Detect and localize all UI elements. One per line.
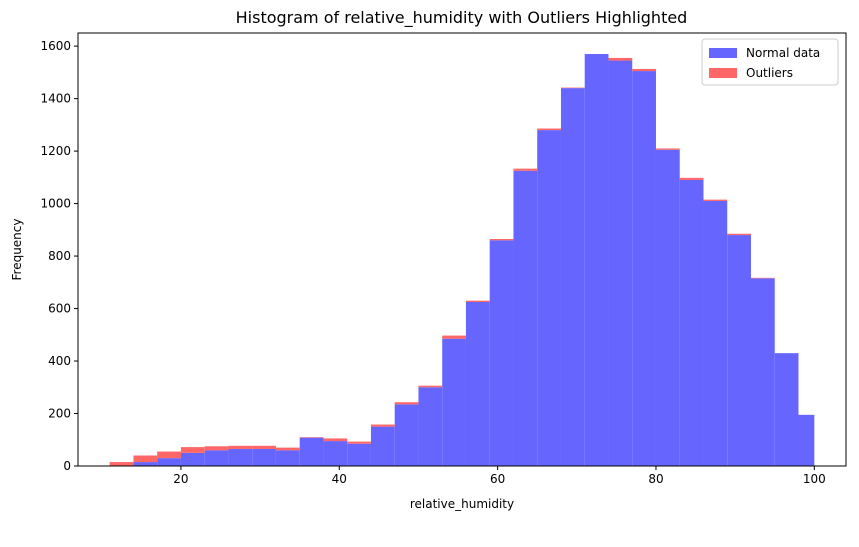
normal-bar-4: [204, 450, 229, 466]
plot-frame: [77, 32, 847, 467]
outlier-bar-18: [537, 128, 561, 131]
x-tick-label: 60: [490, 472, 505, 486]
normal-bar-22: [632, 71, 656, 466]
x-axis-label: relative_humidity: [410, 497, 514, 511]
normal-bar-15: [465, 301, 490, 466]
outlier-bar-5: [228, 445, 253, 449]
normal-bar-21: [608, 60, 633, 467]
chart-title: Histogram of relative_humidity with Outl…: [236, 8, 688, 28]
legend-label: Outliers: [746, 66, 793, 80]
bar-layer: [109, 53, 815, 467]
normal-bar-12: [394, 404, 419, 466]
outlier-bar-12: [394, 402, 419, 405]
legend-swatch: [709, 68, 737, 78]
outlier-bar-3: [180, 447, 205, 453]
normal-bar-7: [275, 450, 300, 466]
normal-bar-16: [489, 240, 514, 466]
outlier-bar-17: [513, 168, 538, 171]
legend: Normal data Outliers: [701, 38, 839, 86]
normal-bar-29: [798, 414, 815, 466]
normal-bar-8: [299, 437, 324, 466]
y-tick-label: 1200: [40, 144, 71, 158]
outlier-bar-14: [442, 335, 466, 339]
outlier-bar-11: [370, 424, 395, 427]
normal-bar-24: [679, 179, 704, 466]
y-axis: 0 200 400 600 800 1000 1200 1400 1600: [40, 39, 78, 473]
x-tick-label: 20: [173, 472, 188, 486]
outlier-bar-26: [727, 233, 751, 236]
normal-bar-11: [370, 426, 395, 466]
y-tick-label: 1000: [40, 197, 71, 211]
normal-bar-20: [584, 53, 609, 467]
legend-swatch: [709, 48, 737, 58]
outlier-bar-10: [347, 441, 371, 444]
normal-bar-14: [442, 338, 466, 466]
outlier-bar-19: [560, 87, 585, 89]
outlier-bar-7: [275, 447, 300, 451]
x-axis: 20 40 60 80 100: [173, 466, 826, 486]
outlier-bar-2: [157, 451, 181, 459]
outlier-bar-0: [109, 462, 134, 466]
y-tick-label: 200: [48, 407, 71, 421]
normal-bar-6: [252, 448, 276, 466]
normal-bar-27: [750, 278, 775, 466]
y-tick-label: 800: [48, 249, 71, 263]
y-tick-label: 600: [48, 302, 71, 316]
legend-label: Normal data: [746, 46, 820, 60]
outlier-bar-23: [655, 148, 680, 150]
normal-bar-1: [133, 462, 158, 466]
normal-bar-5: [228, 448, 253, 466]
normal-bar-28: [774, 353, 799, 466]
outlier-bar-1: [133, 455, 158, 463]
normal-bar-26: [727, 235, 751, 466]
y-tick-label: 1400: [40, 92, 71, 106]
outlier-bar-6: [252, 445, 276, 449]
normal-bar-19: [560, 88, 585, 466]
x-tick-label: 100: [803, 472, 826, 486]
outlier-bar-16: [489, 239, 514, 241]
normal-bar-17: [513, 170, 538, 467]
x-tick-label: 80: [648, 472, 663, 486]
normal-bar-25: [703, 200, 728, 466]
x-tick-label: 40: [332, 472, 347, 486]
y-axis-label: Frequency: [10, 219, 24, 281]
outlier-bar-13: [418, 385, 443, 388]
y-tick-label: 0: [63, 459, 71, 473]
normal-bar-10: [347, 443, 371, 466]
outlier-bar-4: [204, 446, 229, 451]
outlier-bar-21: [608, 57, 633, 61]
outlier-bar-25: [703, 199, 728, 201]
normal-bar-13: [418, 387, 443, 466]
normal-bar-2: [157, 458, 181, 466]
outlier-bar-22: [632, 68, 656, 72]
normal-bar-9: [323, 441, 348, 466]
outlier-bar-15: [465, 300, 490, 302]
normal-bar-18: [537, 130, 561, 466]
y-tick-label: 400: [48, 354, 71, 368]
outlier-bar-24: [679, 177, 704, 180]
outlier-bar-9: [323, 438, 348, 442]
outlier-bar-27: [750, 277, 775, 279]
normal-bar-3: [180, 452, 205, 466]
normal-bar-23: [655, 149, 680, 466]
y-tick-label: 1600: [40, 39, 71, 53]
outlier-bar-8: [299, 437, 324, 438]
